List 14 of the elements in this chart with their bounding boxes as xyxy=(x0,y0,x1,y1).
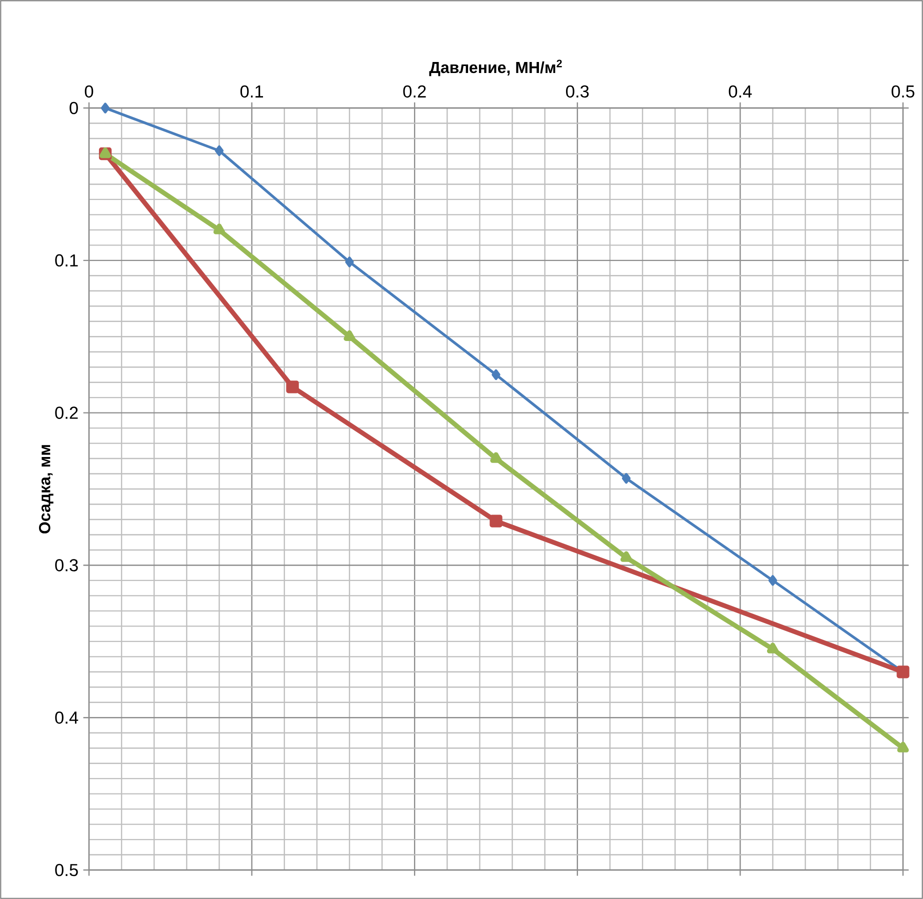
x-tick-label: 0.2 xyxy=(403,85,426,98)
y-tick-label: 0.4 xyxy=(55,711,78,724)
x-tick-label: 0 xyxy=(84,85,94,98)
y-tick-label: 0.5 xyxy=(55,864,78,876)
x-tick-label: 0.5 xyxy=(892,85,914,98)
x-tick-label: 0.3 xyxy=(566,85,589,98)
y-axis-title: Осадка, мм xyxy=(38,445,54,534)
y-tick-label: 0.3 xyxy=(55,559,78,572)
x-tick-label: 0.4 xyxy=(728,85,752,98)
y-tick-label: 0.1 xyxy=(55,254,78,267)
y-tick-label: 0 xyxy=(70,102,78,114)
x-tick-label: 0.1 xyxy=(240,85,264,98)
y-tick-label: 0.2 xyxy=(55,406,78,419)
x-axis-title: Давление, МН/м$^{2}$ xyxy=(429,60,562,76)
